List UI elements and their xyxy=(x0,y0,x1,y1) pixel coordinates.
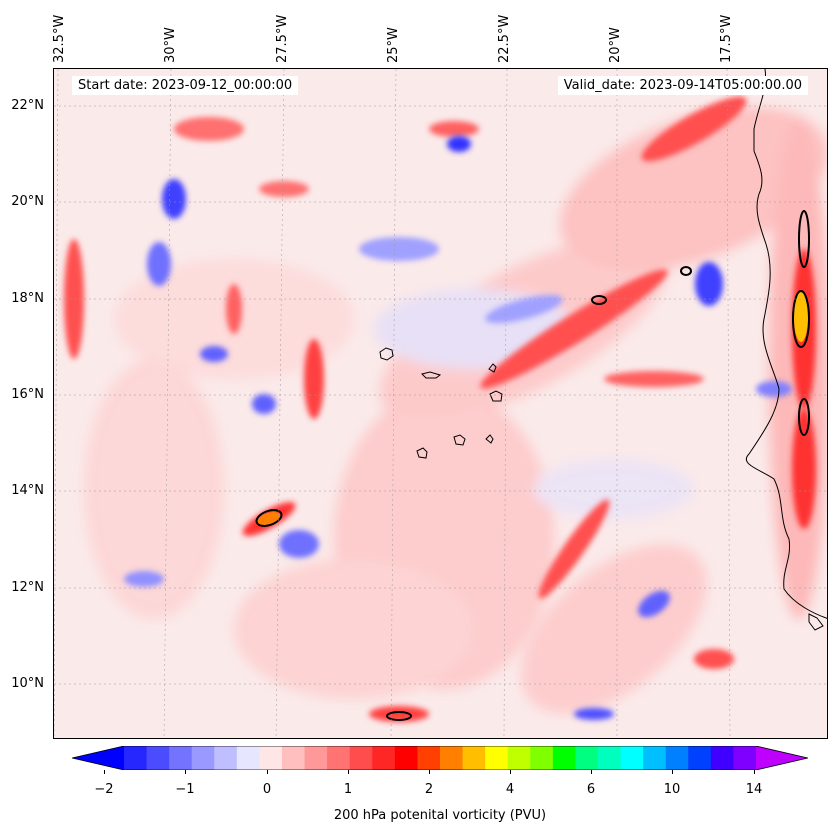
pv-contours xyxy=(255,210,810,721)
lat-label: 12°N xyxy=(11,580,44,595)
colorbar-segment xyxy=(417,746,441,770)
colorbar xyxy=(72,746,808,770)
colorbar-segment xyxy=(394,746,418,770)
colorbar-segment xyxy=(282,746,306,770)
colorbar-segment xyxy=(575,746,599,770)
colorbar-tick-mark xyxy=(591,770,592,774)
colorbar-segment xyxy=(485,746,509,770)
colorbar-tick-label: 6 xyxy=(586,782,596,797)
pv-negative-features xyxy=(124,136,792,720)
colorbar-segment xyxy=(304,746,328,770)
colorbar-segment xyxy=(349,746,373,770)
colorbar-segment xyxy=(598,746,622,770)
colorbar-tick-label: 10 xyxy=(663,782,681,797)
colorbar-tick-label: 2 xyxy=(424,782,434,797)
colorbar-segment xyxy=(146,746,170,770)
colorbar-segment xyxy=(124,746,148,770)
lat-label: 16°N xyxy=(11,387,44,402)
colorbar-tick-mark xyxy=(510,770,511,774)
colorbar-segment xyxy=(710,746,734,770)
valid-date-label: Valid_date: 2023-09-14T05:00:00.00 xyxy=(557,76,808,95)
colorbar-tick-mark xyxy=(267,770,268,774)
colorbar-tick-mark xyxy=(185,770,186,774)
colorbar-tick-label: −1 xyxy=(175,782,195,797)
lat-label: 22°N xyxy=(11,98,44,113)
colorbar-segment xyxy=(552,746,576,770)
colorbar-segment xyxy=(191,746,215,770)
lat-label: 20°N xyxy=(11,194,44,209)
lon-label: 30°W xyxy=(163,27,178,63)
colorbar-tick-mark xyxy=(429,770,430,774)
colorbar-segment xyxy=(259,746,283,770)
colorbar-segment xyxy=(733,746,757,770)
colorbar-tick-mark xyxy=(672,770,673,774)
lon-label: 20°W xyxy=(608,27,623,63)
bijagos-islands xyxy=(808,613,824,631)
lat-label: 14°N xyxy=(11,483,44,498)
map-plot-area xyxy=(53,68,828,739)
colorbar-segment xyxy=(620,746,644,770)
start-date-label: Start date: 2023-09-12_00:00:00 xyxy=(72,76,299,95)
colorbar-extend-max xyxy=(756,746,808,770)
colorbar-tick-label: 1 xyxy=(343,782,353,797)
colorbar-segment xyxy=(169,746,193,770)
colorbar-tick-label: 4 xyxy=(505,782,515,797)
colorbar-tick-mark xyxy=(104,770,105,774)
gridlines xyxy=(54,69,827,738)
pv-field xyxy=(54,69,827,738)
coastline xyxy=(746,69,827,619)
lon-label: 25°W xyxy=(386,27,401,63)
lat-label: 10°N xyxy=(11,676,44,691)
colorbar-tick-label: −2 xyxy=(94,782,114,797)
colorbar-tick-mark xyxy=(754,770,755,774)
colorbar-tick-label: 0 xyxy=(262,782,272,797)
colorbar-segment xyxy=(214,746,238,770)
lon-label: 32.5°W xyxy=(52,14,67,63)
colorbar-segment xyxy=(643,746,667,770)
colorbar-segment xyxy=(507,746,531,770)
colorbar-segment xyxy=(236,746,260,770)
cape-verde-islands xyxy=(379,347,503,459)
colorbar-segment xyxy=(440,746,464,770)
pv-broad-field xyxy=(84,107,827,714)
colorbar-tick-mark xyxy=(348,770,349,774)
lat-label: 18°N xyxy=(11,291,44,306)
pv-maximum xyxy=(794,292,808,342)
lon-label: 17.5°W xyxy=(719,14,734,63)
lon-label: 27.5°W xyxy=(275,14,290,63)
colorbar-segment xyxy=(688,746,712,770)
colorbar-label: 200 hPa potenital vorticity (PVU) xyxy=(333,808,547,823)
colorbar-segment xyxy=(665,746,689,770)
colorbar-extend-min xyxy=(72,746,124,770)
lon-label: 22.5°W xyxy=(497,14,512,63)
colorbar-segment xyxy=(530,746,554,770)
colorbar-tick-label: 14 xyxy=(745,782,763,797)
colorbar-segment xyxy=(327,746,351,770)
colorbar-segment xyxy=(462,746,486,770)
colorbar-segment xyxy=(372,746,396,770)
